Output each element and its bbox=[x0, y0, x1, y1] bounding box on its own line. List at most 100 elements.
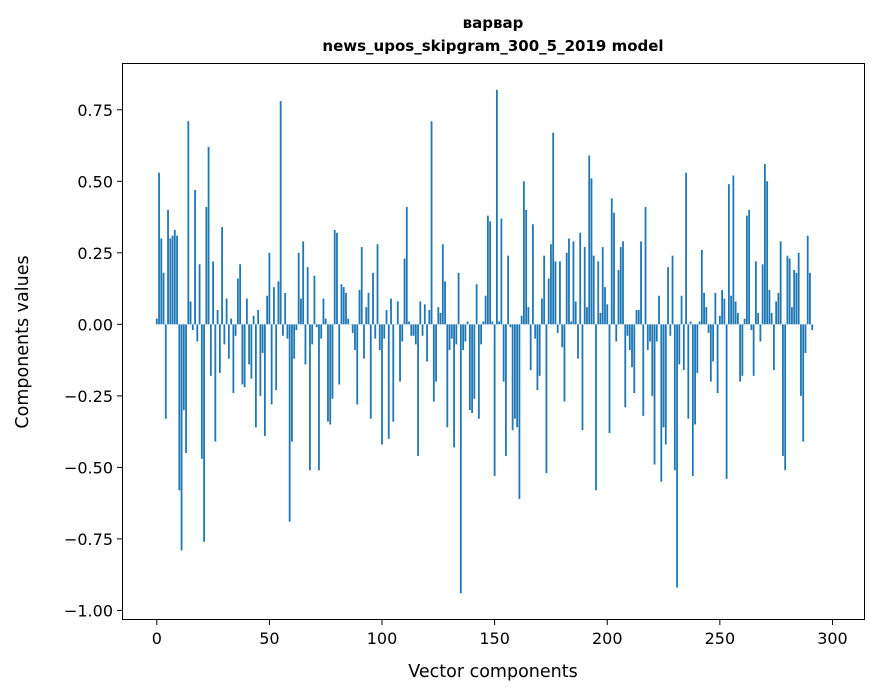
bar bbox=[423, 304, 426, 325]
bar bbox=[761, 264, 764, 325]
bar bbox=[583, 247, 586, 325]
bar bbox=[559, 261, 561, 325]
bar bbox=[450, 324, 453, 339]
bar bbox=[574, 301, 577, 325]
bar bbox=[534, 324, 537, 339]
bar bbox=[468, 324, 471, 411]
bar bbox=[502, 324, 505, 382]
bar bbox=[788, 258, 791, 325]
bar bbox=[673, 324, 676, 471]
bar bbox=[223, 324, 226, 345]
bar bbox=[590, 178, 593, 325]
bar bbox=[462, 324, 464, 351]
bar bbox=[295, 324, 298, 331]
bar bbox=[261, 324, 264, 353]
bar bbox=[191, 324, 194, 331]
bar bbox=[399, 324, 401, 382]
bar bbox=[187, 121, 190, 325]
bar bbox=[356, 324, 359, 405]
bar bbox=[637, 310, 640, 325]
x-axis-ticks: 0 50 100 150 200 250 300 bbox=[152, 619, 848, 648]
bar bbox=[282, 324, 284, 336]
bar bbox=[358, 290, 361, 325]
bar bbox=[766, 181, 769, 325]
x-tick-label: 0 bbox=[152, 629, 162, 648]
bar bbox=[604, 287, 606, 325]
bar bbox=[453, 324, 455, 448]
bar bbox=[545, 324, 548, 474]
bar bbox=[696, 324, 699, 373]
bar bbox=[428, 310, 431, 325]
bar bbox=[797, 252, 800, 325]
bar bbox=[291, 324, 293, 442]
y-tick-label: −0.75 bbox=[64, 530, 113, 549]
bar bbox=[759, 324, 762, 342]
bar bbox=[606, 304, 609, 325]
bar bbox=[279, 101, 282, 325]
bar bbox=[327, 324, 329, 422]
bar bbox=[194, 189, 196, 325]
bar bbox=[185, 324, 187, 454]
bar bbox=[196, 324, 199, 342]
x-tick-label: 150 bbox=[479, 629, 510, 648]
bar bbox=[532, 224, 534, 325]
bar bbox=[754, 261, 757, 325]
bar bbox=[653, 324, 656, 465]
bar bbox=[455, 324, 458, 345]
bar bbox=[248, 324, 251, 365]
bar bbox=[586, 307, 588, 325]
bar bbox=[263, 324, 266, 436]
bar bbox=[354, 324, 356, 351]
bar bbox=[331, 324, 334, 399]
bar bbox=[570, 321, 573, 325]
bar bbox=[716, 324, 719, 393]
bar bbox=[644, 207, 647, 325]
bar bbox=[405, 207, 408, 325]
bar bbox=[408, 321, 410, 325]
bar bbox=[635, 310, 638, 325]
bar bbox=[232, 324, 235, 393]
bar bbox=[448, 324, 451, 351]
bar bbox=[412, 324, 415, 336]
bar bbox=[297, 252, 300, 325]
bar bbox=[200, 324, 203, 459]
bar bbox=[221, 227, 223, 325]
bar bbox=[482, 321, 485, 325]
bar bbox=[682, 324, 685, 371]
bar bbox=[367, 292, 370, 325]
bar bbox=[793, 269, 796, 325]
bar bbox=[595, 324, 597, 491]
bar bbox=[610, 198, 613, 325]
bar bbox=[306, 267, 309, 325]
bar bbox=[385, 310, 388, 325]
bar-series bbox=[155, 89, 814, 594]
bar bbox=[703, 292, 705, 325]
bar bbox=[520, 315, 523, 325]
bar bbox=[689, 321, 692, 325]
x-tick-label: 300 bbox=[817, 629, 848, 648]
bar bbox=[471, 324, 473, 414]
bar bbox=[322, 298, 325, 325]
bar bbox=[806, 235, 809, 325]
bar bbox=[342, 287, 345, 325]
bar bbox=[721, 290, 724, 325]
bar bbox=[309, 324, 311, 471]
bar bbox=[579, 232, 582, 325]
bar bbox=[791, 307, 793, 325]
bar bbox=[768, 290, 771, 325]
bar bbox=[245, 298, 248, 325]
bar bbox=[640, 241, 642, 325]
bar bbox=[764, 164, 766, 325]
bar bbox=[718, 315, 721, 325]
bar bbox=[302, 241, 305, 325]
bar bbox=[333, 229, 336, 325]
bar bbox=[214, 324, 217, 442]
bar bbox=[378, 324, 381, 351]
bar bbox=[484, 295, 487, 325]
bar bbox=[459, 324, 462, 594]
bar bbox=[324, 318, 327, 325]
bar bbox=[430, 121, 433, 325]
bar bbox=[437, 307, 440, 325]
bar bbox=[457, 272, 460, 325]
